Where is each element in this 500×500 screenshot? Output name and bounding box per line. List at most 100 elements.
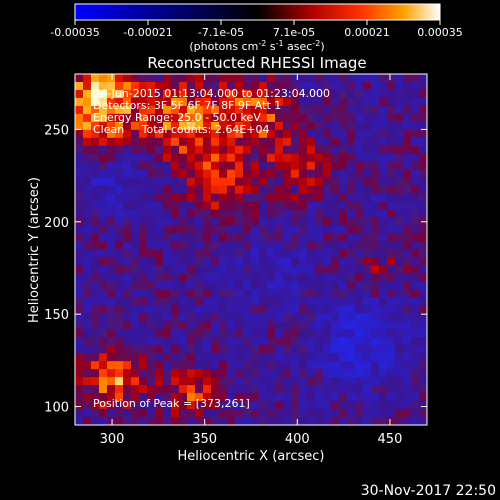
heatmap-cell	[155, 105, 164, 115]
heatmap-cell	[395, 297, 404, 306]
heatmap-cell	[147, 417, 156, 426]
heatmap-cell	[147, 169, 156, 179]
heatmap-cell	[195, 329, 204, 338]
heatmap-cell	[163, 289, 172, 298]
heatmap-cell	[267, 121, 276, 131]
heatmap-cell	[355, 313, 364, 322]
heatmap-cell	[411, 97, 420, 107]
heatmap-cell	[147, 257, 156, 266]
heatmap-cell	[283, 233, 292, 242]
heatmap-cell	[259, 241, 268, 250]
heatmap-cell	[131, 217, 140, 226]
heatmap-cell	[147, 281, 156, 290]
heatmap-cell	[195, 417, 204, 426]
heatmap-cell	[355, 129, 364, 139]
heatmap-cell	[107, 209, 116, 218]
heatmap-cell	[387, 209, 396, 218]
heatmap-cell	[115, 297, 124, 306]
heatmap-cell	[323, 217, 332, 226]
heatmap-cell	[307, 153, 316, 163]
heatmap-cell	[291, 169, 300, 179]
heatmap-cell	[403, 353, 412, 362]
heatmap-cell	[259, 74, 268, 83]
heatmap-cell	[187, 321, 196, 330]
heatmap-cell	[355, 193, 364, 203]
heatmap-cell	[243, 137, 252, 147]
heatmap-cell	[299, 353, 308, 362]
heatmap-cell	[179, 161, 188, 171]
heatmap-cell	[107, 329, 116, 338]
heatmap-cell	[227, 369, 236, 378]
heatmap-cell	[83, 401, 92, 410]
heatmap-cell	[419, 417, 428, 426]
heatmap-cell	[347, 249, 356, 258]
heatmap-cell	[195, 273, 204, 282]
heatmap-cell	[331, 273, 340, 282]
heatmap-cell	[155, 81, 164, 91]
heatmap-cell	[315, 129, 324, 139]
heatmap-cell	[155, 89, 164, 99]
heatmap-cell	[275, 113, 284, 123]
heatmap-cell	[307, 313, 316, 322]
heatmap-cell	[299, 417, 308, 426]
heatmap-cell	[363, 249, 372, 258]
heatmap-cell	[323, 385, 332, 394]
heatmap-cell	[227, 337, 236, 346]
heatmap-cell	[275, 289, 284, 298]
heatmap-cell	[363, 321, 372, 330]
heatmap-cell	[83, 409, 92, 418]
heatmap-cell	[339, 217, 348, 226]
heatmap-cell	[291, 161, 300, 171]
heatmap-cell	[115, 113, 124, 123]
heatmap-cell	[83, 153, 92, 163]
heatmap-cell	[163, 377, 172, 386]
heatmap-cell	[347, 225, 356, 234]
heatmap-cell	[347, 385, 356, 394]
heatmap-cell	[283, 97, 292, 107]
heatmap-cell	[363, 393, 372, 402]
heatmap-cell	[251, 353, 260, 362]
heatmap-cell	[243, 337, 252, 346]
heatmap-cell	[131, 345, 140, 354]
heatmap-cell	[267, 377, 276, 386]
heatmap-cell	[307, 265, 316, 274]
heatmap-cell	[379, 249, 388, 258]
heatmap-cell	[115, 417, 124, 426]
heatmap-cell	[403, 153, 412, 163]
heatmap-cell	[235, 281, 244, 290]
heatmap-cell	[163, 401, 172, 410]
heatmap-cell	[107, 74, 116, 83]
heatmap-cell	[403, 369, 412, 378]
heatmap-cell	[187, 137, 196, 147]
heatmap-cell	[283, 209, 292, 218]
heatmap-cell	[99, 129, 108, 139]
heatmap-cell	[379, 321, 388, 330]
heatmap-cell	[395, 385, 404, 394]
heatmap-cell	[131, 201, 140, 211]
heatmap-cell	[275, 377, 284, 386]
heatmap-cell	[251, 273, 260, 282]
heatmap-cell	[387, 401, 396, 410]
heatmap-cell	[363, 217, 372, 226]
heatmap-cell	[235, 225, 244, 234]
heatmap-cell	[419, 409, 428, 418]
heatmap-cell	[75, 145, 84, 155]
heatmap-cell	[299, 401, 308, 410]
heatmap-cell	[395, 145, 404, 155]
heatmap-cell	[315, 169, 324, 179]
heatmap-cell	[371, 401, 380, 410]
heatmap-cell	[275, 121, 284, 131]
heatmap-cell	[411, 265, 420, 274]
timestamp: 30-Nov-2017 22:50	[361, 483, 496, 499]
heatmap-cell	[99, 113, 108, 123]
heatmap-cell	[267, 209, 276, 218]
heatmap-cell	[251, 145, 260, 155]
heatmap-cell	[411, 113, 420, 123]
heatmap-cell	[395, 417, 404, 426]
heatmap-cell	[411, 337, 420, 346]
heatmap-cell	[91, 273, 100, 282]
heatmap-cell	[259, 129, 268, 139]
heatmap-cell	[107, 409, 116, 418]
heatmap-cell	[139, 257, 148, 266]
heatmap-cell	[139, 129, 148, 139]
